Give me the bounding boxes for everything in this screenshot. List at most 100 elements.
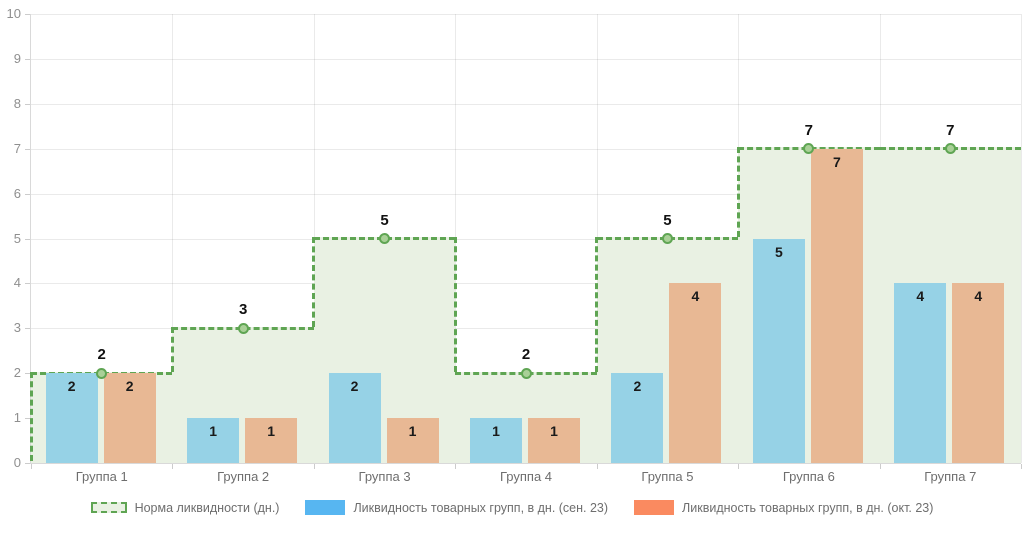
legend-item-oct23[interactable]: Ликвидность товарных групп, в дн. (окт. …	[634, 500, 933, 515]
x-axis-tick	[313, 464, 315, 469]
bar-oct23[interactable]	[103, 373, 156, 463]
bar-value-label: 7	[832, 153, 841, 170]
bar-oct23[interactable]	[386, 418, 439, 463]
y-axis-tick	[25, 238, 30, 240]
grid-line-vertical	[1021, 14, 1022, 463]
norm-point[interactable]	[520, 367, 532, 379]
y-axis-label: 10	[6, 6, 21, 21]
y-axis-label: 4	[13, 275, 21, 291]
grid-line-horizontal	[31, 283, 1021, 285]
y-axis-tick	[25, 373, 30, 375]
bar-value-label: 2	[125, 378, 134, 395]
norm-value-label: 2	[97, 346, 106, 364]
bar-oct23[interactable]	[952, 283, 1005, 463]
legend: Норма ликвидности (дн.) Ликвидность това…	[0, 500, 1024, 515]
bar-sep23[interactable]	[187, 418, 240, 463]
bar-value-label: 1	[209, 423, 218, 440]
y-axis-label: 8	[13, 95, 21, 111]
bar-sep23[interactable]	[611, 373, 664, 463]
y-axis-label: 9	[13, 50, 21, 66]
bar-value-label: 2	[67, 378, 76, 395]
y-axis-tick	[25, 103, 30, 105]
norm-step-line	[453, 237, 457, 372]
y-axis-label: 2	[13, 365, 21, 381]
x-axis-label: Группа 5	[641, 469, 694, 484]
legend-item-sep23[interactable]: Ликвидность товарных групп, в дн. (сен. …	[305, 500, 608, 515]
norm-value-label: 2	[521, 346, 531, 364]
bar-oct23[interactable]	[810, 148, 863, 463]
legend-item-norm[interactable]: Норма ликвидности (дн.)	[90, 500, 280, 515]
norm-point[interactable]	[944, 143, 956, 155]
norm-point[interactable]	[379, 233, 391, 244]
y-axis-tick	[25, 14, 30, 15]
grid-line-vertical	[172, 14, 174, 463]
norm-point[interactable]	[803, 143, 815, 155]
x-axis-tick	[31, 464, 32, 469]
norm-point[interactable]	[661, 233, 673, 244]
bar-value-label: 2	[350, 378, 359, 395]
sep23-swatch-icon	[305, 500, 346, 515]
bar-oct23[interactable]	[669, 283, 722, 463]
bar-value-label: 4	[974, 288, 983, 305]
bar-value-label: 4	[691, 288, 700, 305]
x-axis-tick	[879, 464, 881, 469]
x-axis-label: Группа 4	[499, 469, 553, 484]
x-axis-label: Группа 2	[217, 469, 270, 484]
legend-label-oct23: Ликвидность товарных групп, в дн. (окт. …	[682, 500, 934, 515]
grid-line-horizontal	[31, 14, 1021, 15]
x-axis-label: Группа 6	[782, 469, 835, 484]
bar-value-label: 1	[550, 423, 558, 440]
norm-swatch-icon	[90, 502, 127, 513]
bar-value-label: 1	[267, 423, 276, 440]
norm-value-label: 5	[380, 211, 389, 229]
y-axis-label: 6	[13, 185, 21, 201]
y-axis-label: 0	[13, 455, 21, 470]
y-axis-tick	[25, 283, 30, 285]
norm-point[interactable]	[96, 367, 108, 379]
y-axis-tick	[25, 463, 30, 464]
norm-step-line	[736, 147, 740, 237]
y-axis-tick	[25, 148, 30, 150]
grid-line-horizontal	[31, 328, 1021, 330]
norm-value-label: 3	[238, 301, 248, 319]
x-axis-tick	[455, 464, 457, 469]
legend-label-norm: Норма ликвидности (дн.)	[134, 500, 280, 515]
x-axis-tick	[172, 464, 174, 469]
bar-oct23[interactable]	[528, 418, 580, 463]
norm-value-label: 7	[804, 121, 814, 139]
bar-oct23[interactable]	[245, 418, 298, 463]
bar-value-label: 5	[774, 243, 783, 260]
norm-value-label: 7	[946, 121, 955, 139]
legend-label-sep23: Ликвидность товарных групп, в дн. (сен. …	[353, 500, 609, 515]
bar-value-label: 2	[633, 378, 642, 395]
bar-sep23[interactable]	[470, 418, 522, 463]
bar-sep23[interactable]	[328, 373, 381, 463]
bar-value-label: 4	[916, 288, 925, 305]
x-axis-label: Группа 3	[358, 469, 411, 484]
oct23-swatch-icon	[634, 500, 675, 515]
x-axis-tick	[1021, 464, 1022, 469]
plot-area: 0 1 2 3 4 5 6 7 8 9 10 2 1 2 1 2 5 4 2 1 1 1 4 7 4 2 3 5 2 5 7 7 Группа …	[7, 7, 1022, 484]
grid-line-horizontal	[31, 58, 1021, 60]
bar-sep23[interactable]	[752, 238, 805, 463]
grid-line-horizontal	[31, 193, 1021, 195]
x-axis-label: Группа 7	[924, 469, 977, 484]
bar-value-label: 1	[408, 423, 417, 440]
y-axis-label: 7	[13, 140, 21, 156]
y-axis-label: 5	[13, 230, 21, 246]
y-axis-label: 1	[13, 410, 21, 426]
bar-value-label: 1	[492, 423, 500, 440]
y-axis-tick	[25, 193, 30, 195]
y-axis-tick	[25, 328, 30, 330]
grid-line-horizontal	[31, 238, 1021, 240]
bar-sep23[interactable]	[45, 373, 98, 463]
x-axis-tick	[596, 464, 598, 469]
y-axis-label: 3	[13, 320, 21, 336]
grid-line-horizontal	[31, 103, 1021, 105]
norm-step-line	[29, 371, 33, 462]
y-axis-tick	[25, 58, 30, 60]
norm-point[interactable]	[237, 322, 249, 334]
bar-sep23[interactable]	[894, 283, 947, 463]
x-axis-tick	[738, 464, 740, 469]
norm-step-line	[170, 326, 174, 372]
